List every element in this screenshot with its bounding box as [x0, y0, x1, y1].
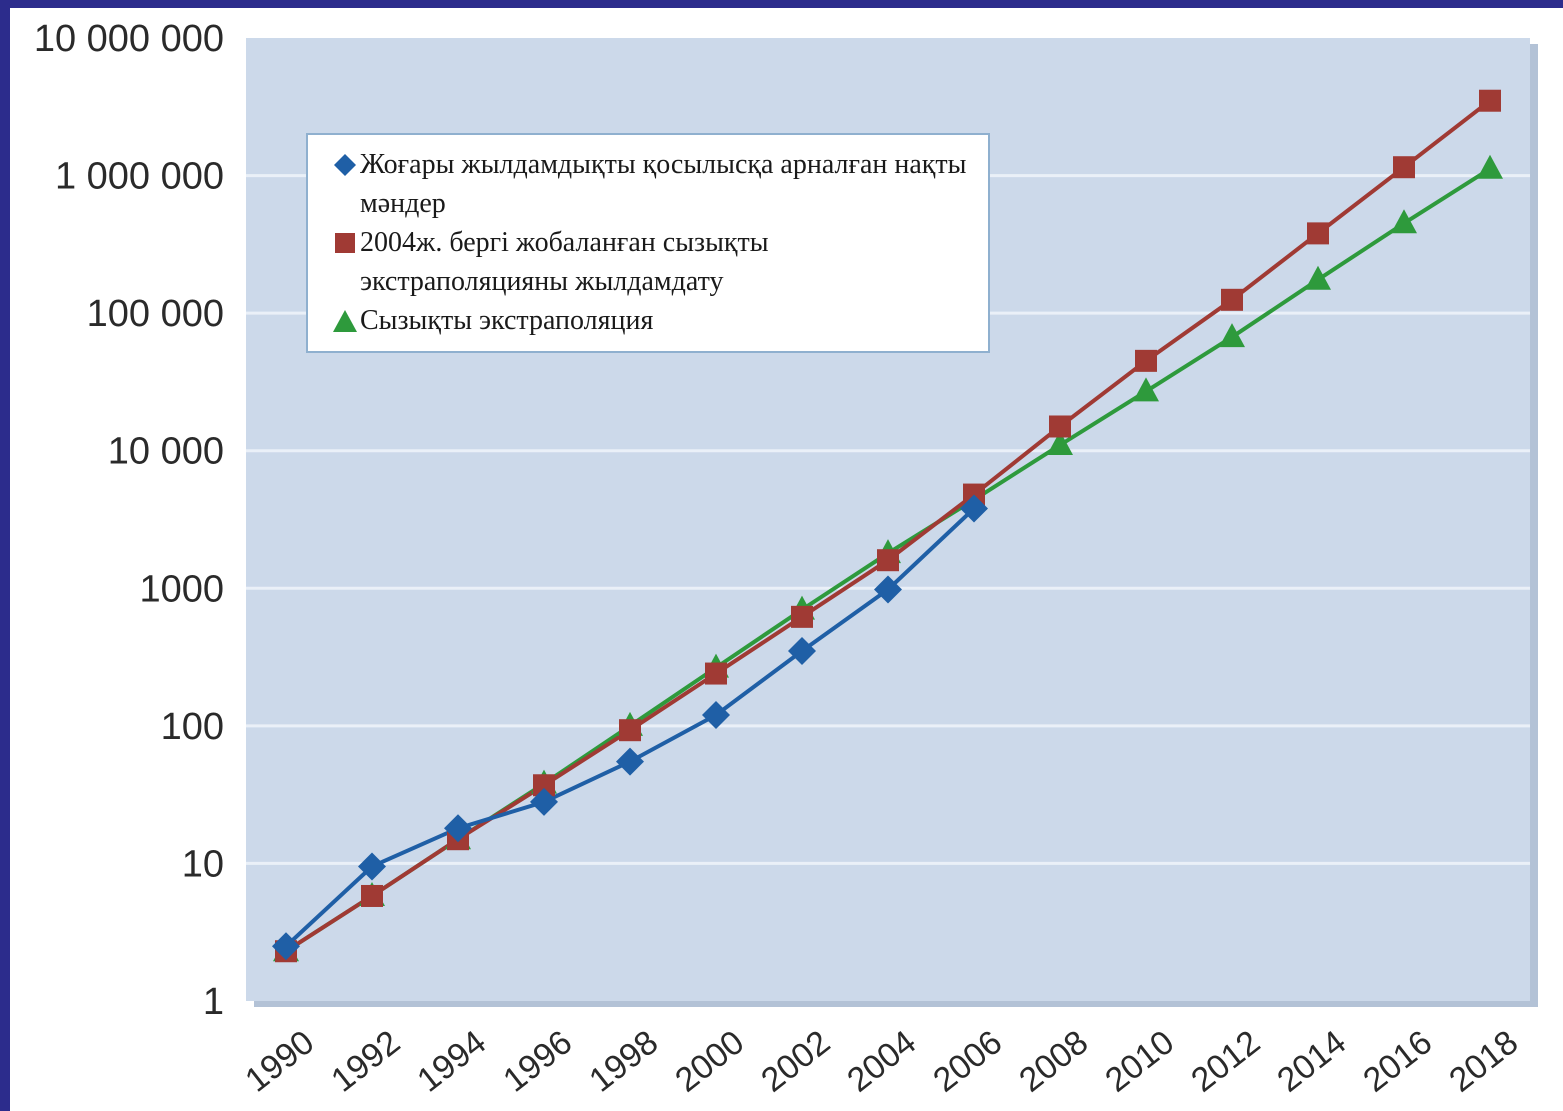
- data-point: [1219, 323, 1245, 348]
- data-point: [616, 747, 644, 776]
- series-markers: [272, 89, 1503, 963]
- y-tick-label: 10: [182, 843, 224, 885]
- data-point: [1133, 377, 1159, 402]
- legend-item-linear: Сызықты экстраполяция: [330, 301, 976, 340]
- data-point: [705, 662, 727, 685]
- y-tick-label: 1: [203, 981, 224, 1023]
- data-point: [361, 884, 383, 907]
- x-tick-label: 2002: [754, 1023, 837, 1100]
- x-tick-label: 1998: [582, 1023, 665, 1100]
- data-point: [619, 719, 641, 742]
- y-tick-label: 10 000 000: [34, 18, 224, 60]
- data-point: [533, 774, 555, 797]
- y-tick-label: 100 000: [87, 293, 224, 335]
- x-tick-label: 1992: [324, 1023, 407, 1100]
- data-point: [874, 575, 902, 604]
- x-tick-label: 1996: [496, 1023, 579, 1100]
- x-tick-label: 2016: [1356, 1023, 1439, 1100]
- x-tick-label: 2004: [840, 1023, 923, 1100]
- legend-label: Жоғары жылдамдықты қосылысқа арналған на…: [360, 149, 967, 219]
- y-axis-ticks: 1 10 100 1000 10 000 100 000 1 000 000 10 000 0…: [34, 18, 224, 1023]
- y-tick-label: 1 000 000: [55, 156, 224, 198]
- legend-item-accelerated: 2004ж. бергі жобаланған сызықты экстрапо…: [330, 223, 976, 301]
- triangle-marker-icon: [330, 301, 360, 340]
- data-point: [788, 637, 816, 666]
- data-point: [1393, 156, 1415, 179]
- data-point: [791, 605, 813, 628]
- x-tick-label: 2018: [1442, 1023, 1525, 1100]
- x-tick-label: 2000: [668, 1023, 751, 1100]
- y-tick-label: 1000: [139, 568, 224, 610]
- data-point: [960, 494, 988, 523]
- data-point: [1047, 431, 1073, 456]
- legend: Жоғары жылдамдықты қосылысқа арналған на…: [306, 133, 990, 353]
- data-point: [1305, 265, 1331, 290]
- x-tick-label: 2010: [1098, 1023, 1181, 1100]
- data-point: [530, 787, 558, 816]
- x-axis-ticks: 1990 1992 1994 1996 1998 2000 2002 2004 2006 2008…: [238, 1023, 1525, 1100]
- data-point: [702, 700, 730, 729]
- y-tick-label: 10 000: [108, 431, 224, 473]
- x-tick-label: 1990: [238, 1023, 321, 1100]
- data-point: [1391, 209, 1417, 234]
- data-point: [358, 852, 386, 881]
- data-point: [1221, 288, 1243, 311]
- slide-frame: 1 10 100 1000 10 000 100 000 1 000 000 10 000 0…: [10, 8, 1563, 1111]
- x-tick-label: 2006: [926, 1023, 1009, 1100]
- x-tick-label: 2014: [1270, 1023, 1353, 1100]
- data-point: [444, 814, 472, 843]
- legend-label: 2004ж. бергі жобаланған сызықты экстрапо…: [360, 227, 769, 297]
- data-point: [1477, 154, 1503, 179]
- legend-item-actual: Жоғары жылдамдықты қосылысқа арналған на…: [330, 145, 976, 223]
- x-tick-label: 2012: [1184, 1023, 1267, 1100]
- y-tick-label: 100: [161, 706, 224, 748]
- diamond-marker-icon: [330, 145, 360, 184]
- legend-label: Сызықты экстраполяция: [360, 305, 654, 336]
- data-point: [1479, 89, 1501, 112]
- square-marker-icon: [330, 223, 360, 262]
- x-tick-label: 2008: [1012, 1023, 1095, 1100]
- data-point: [272, 932, 300, 961]
- data-point: [877, 549, 899, 572]
- x-tick-label: 1994: [410, 1023, 493, 1100]
- data-point: [1135, 349, 1157, 372]
- data-point: [1307, 222, 1329, 245]
- data-point: [1049, 415, 1071, 438]
